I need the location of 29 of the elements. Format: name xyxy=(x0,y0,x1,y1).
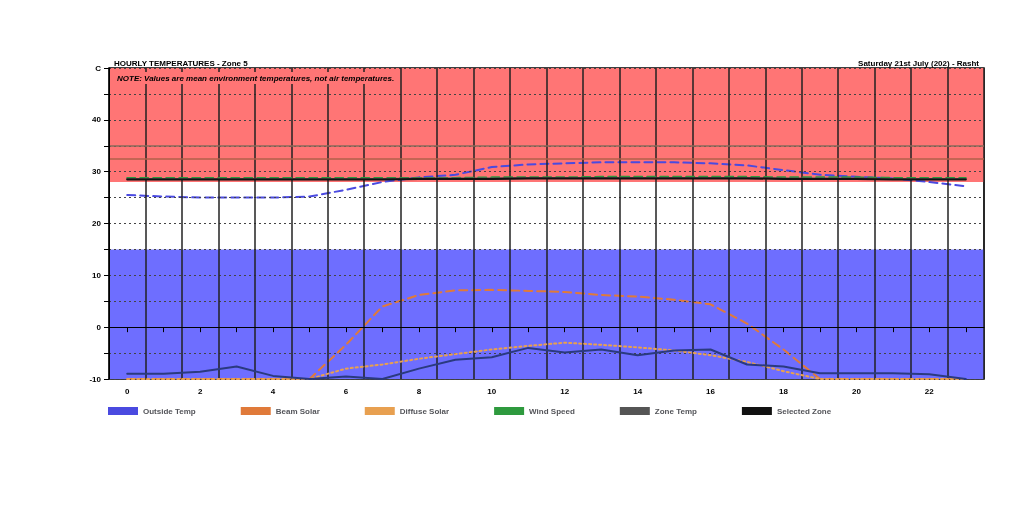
x-tick-label: 20 xyxy=(851,386,862,396)
x-tick-label: 2 xyxy=(197,386,203,396)
x-tick-label: 12 xyxy=(560,386,570,396)
y-tick-label: 0 xyxy=(96,322,102,332)
line-series xyxy=(126,161,967,199)
annotation: NOTE: Values are mean environment temperatures, not air temperatures. xyxy=(117,73,395,83)
legend-label: Selected Zone xyxy=(776,406,832,416)
legend-label: Diffuse Solar xyxy=(399,406,450,416)
y-tick-label: 30 xyxy=(92,167,102,177)
x-tick-label: 16 xyxy=(706,386,716,396)
y-tick-label: 40 xyxy=(92,115,102,125)
y-tick-label: C xyxy=(95,63,102,73)
x-tick-label: 0 xyxy=(125,386,130,396)
x-tick-label: 14 xyxy=(633,386,643,396)
chart-subtitle: Saturday 21st July (202) - Rasht xyxy=(858,58,980,68)
x-tick-label: 4 xyxy=(270,386,276,396)
legend-label: Wind Speed xyxy=(529,406,575,416)
x-tick-label: 22 xyxy=(924,386,935,396)
legend-label: Beam Solar xyxy=(275,406,320,416)
legend-label: Zone Temp xyxy=(654,406,697,416)
y-tick-label: 10 xyxy=(92,270,102,280)
x-tick-label: 10 xyxy=(487,386,497,396)
chart-title: HOURLY TEMPERATURES - Zone 5 xyxy=(114,58,249,68)
y-tick-label: 20 xyxy=(92,219,102,228)
x-tick-label: 18 xyxy=(779,386,789,396)
x-tick-label: 8 xyxy=(416,386,422,396)
x-tick-label: 6 xyxy=(343,386,349,396)
y-tick-label: -10 xyxy=(89,374,102,384)
legend-label: Outside Temp xyxy=(143,406,196,416)
